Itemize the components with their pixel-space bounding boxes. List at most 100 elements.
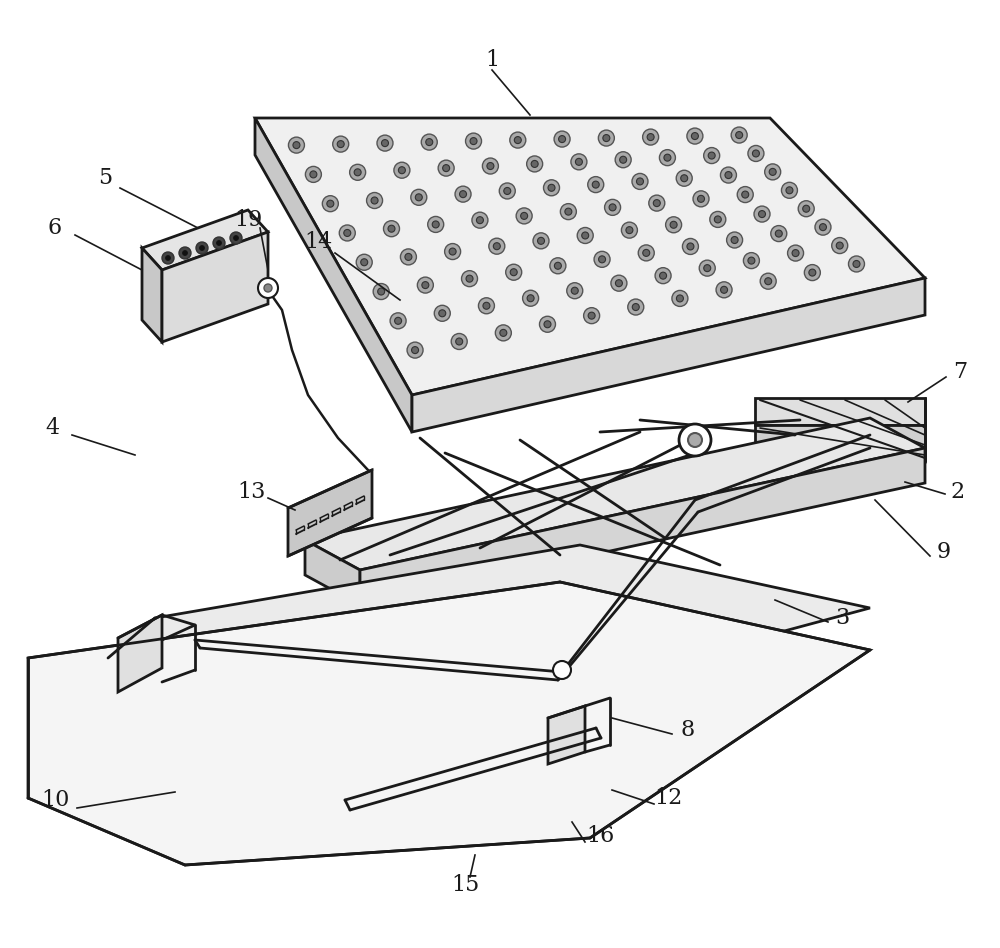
Polygon shape	[305, 540, 360, 605]
Circle shape	[691, 133, 698, 139]
Circle shape	[643, 249, 650, 256]
Circle shape	[500, 329, 507, 337]
Circle shape	[445, 244, 461, 260]
Circle shape	[832, 238, 848, 253]
Circle shape	[230, 232, 242, 244]
Circle shape	[699, 260, 715, 276]
Text: 9: 9	[937, 541, 951, 563]
Text: 16: 16	[586, 825, 614, 847]
Circle shape	[466, 133, 482, 149]
Circle shape	[451, 334, 467, 350]
Circle shape	[798, 201, 814, 217]
Polygon shape	[412, 278, 925, 432]
Circle shape	[478, 298, 494, 314]
Circle shape	[752, 150, 759, 157]
Circle shape	[371, 197, 378, 204]
Circle shape	[398, 167, 405, 173]
Circle shape	[626, 227, 633, 233]
Polygon shape	[755, 425, 925, 460]
Circle shape	[553, 661, 571, 679]
Circle shape	[664, 155, 671, 161]
Circle shape	[676, 295, 683, 301]
Circle shape	[550, 258, 566, 274]
Circle shape	[476, 217, 483, 224]
Circle shape	[611, 275, 627, 291]
Circle shape	[748, 145, 764, 161]
Circle shape	[412, 347, 419, 354]
Circle shape	[394, 162, 410, 178]
Circle shape	[577, 228, 593, 244]
Text: 8: 8	[681, 719, 695, 741]
Circle shape	[234, 235, 239, 241]
Circle shape	[432, 221, 439, 228]
Text: 10: 10	[41, 789, 69, 811]
Circle shape	[592, 181, 599, 188]
Circle shape	[771, 226, 787, 242]
Circle shape	[531, 160, 538, 168]
Circle shape	[367, 192, 383, 209]
Circle shape	[803, 205, 810, 212]
Circle shape	[407, 342, 423, 358]
Circle shape	[350, 164, 366, 180]
Circle shape	[400, 249, 416, 264]
Circle shape	[710, 211, 726, 228]
Circle shape	[438, 160, 454, 176]
Polygon shape	[28, 582, 870, 865]
Circle shape	[356, 254, 372, 270]
Circle shape	[620, 156, 627, 163]
Circle shape	[162, 252, 174, 264]
Circle shape	[853, 261, 860, 267]
Circle shape	[769, 169, 776, 175]
Polygon shape	[548, 706, 585, 764]
Circle shape	[487, 162, 494, 170]
Circle shape	[609, 204, 616, 210]
Circle shape	[514, 137, 521, 143]
Circle shape	[688, 433, 702, 447]
Circle shape	[567, 283, 583, 299]
Circle shape	[582, 232, 589, 239]
Circle shape	[621, 222, 637, 238]
Polygon shape	[108, 545, 870, 705]
Text: 19: 19	[234, 209, 262, 231]
Circle shape	[704, 148, 720, 164]
Circle shape	[426, 138, 433, 146]
Circle shape	[598, 130, 614, 146]
Circle shape	[584, 308, 600, 323]
Circle shape	[305, 167, 321, 182]
Circle shape	[337, 140, 344, 148]
Polygon shape	[142, 248, 162, 342]
Circle shape	[411, 190, 427, 206]
Circle shape	[460, 191, 467, 197]
Circle shape	[554, 263, 561, 269]
Circle shape	[455, 186, 471, 202]
Circle shape	[599, 256, 606, 263]
Circle shape	[765, 164, 781, 180]
Circle shape	[588, 176, 604, 192]
Polygon shape	[118, 615, 162, 692]
Circle shape	[373, 283, 389, 300]
Circle shape	[687, 128, 703, 144]
Circle shape	[632, 173, 648, 190]
Text: 5: 5	[98, 167, 112, 189]
Circle shape	[588, 312, 595, 319]
Circle shape	[571, 154, 587, 170]
Circle shape	[213, 237, 225, 249]
Circle shape	[815, 219, 831, 235]
Circle shape	[472, 212, 488, 228]
Circle shape	[716, 282, 732, 298]
Circle shape	[638, 245, 654, 261]
Circle shape	[721, 286, 728, 293]
Circle shape	[615, 152, 631, 168]
Circle shape	[179, 247, 191, 259]
Circle shape	[571, 287, 578, 294]
Polygon shape	[255, 118, 412, 432]
Circle shape	[775, 230, 782, 237]
Circle shape	[672, 290, 688, 306]
Circle shape	[381, 139, 388, 147]
Circle shape	[523, 290, 539, 306]
Circle shape	[559, 136, 566, 142]
Text: 13: 13	[238, 481, 266, 503]
Circle shape	[483, 302, 490, 309]
Circle shape	[560, 204, 576, 220]
Circle shape	[489, 238, 505, 254]
